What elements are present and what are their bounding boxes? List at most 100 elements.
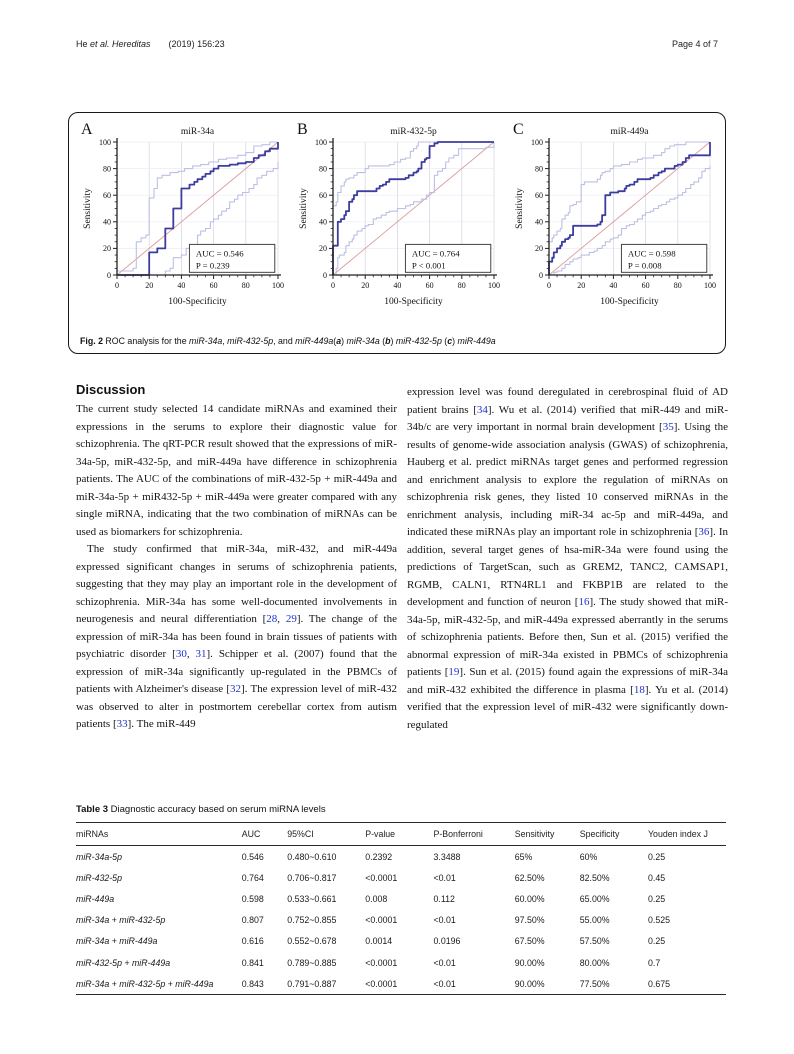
citation-ref[interactable]: 16	[578, 596, 590, 608]
table-row: miR-34a-5p 0.546 0.480~0.610 0.2392 3.3488 65…	[76, 846, 726, 867]
table-row: miR-34a + miR-432-5p + miR-449a 0.843 0.79…	[76, 973, 726, 994]
roc-panel-a: A 0 0 20 20 40 40 60 60 80 80 100 100 miR-34a 100-Spe…	[73, 118, 289, 322]
svg-text:100-Specificity: 100-Specificity	[600, 296, 659, 307]
table-cell: 60%	[579, 851, 598, 862]
citation-ref[interactable]: 19	[448, 666, 460, 678]
table-cell: 0.45	[648, 872, 666, 883]
svg-text:40: 40	[609, 281, 617, 290]
svg-text:60: 60	[642, 281, 650, 290]
svg-text:80: 80	[319, 164, 327, 173]
text-segment: miR-34a	[189, 336, 223, 346]
svg-text:Sensitivity: Sensitivity	[299, 188, 309, 229]
svg-text:0: 0	[107, 271, 111, 280]
table-cell: 0.008	[365, 893, 388, 904]
svg-text:80: 80	[674, 281, 682, 290]
text-segment: (	[379, 336, 386, 346]
figure-2-box: A 0 0 20 20 40 40 60 60 80 80 100 100 miR-34a 100-Spe…	[68, 112, 726, 354]
table-cell: 55.00%	[579, 915, 610, 926]
svg-text:100: 100	[99, 138, 111, 147]
table-cell: miR-34a + miR-449a	[76, 936, 158, 947]
text-segment: ]. Wu et al. (2014) verified that miR-44…	[407, 403, 728, 434]
svg-text:AUC = 0.598: AUC = 0.598	[628, 248, 676, 258]
svg-text:miR-449a: miR-449a	[611, 127, 650, 137]
text-segment: ]. Yu et al. (2014) verified that the ex…	[407, 683, 729, 731]
table-cell: 0.525	[648, 915, 671, 926]
svg-text:100: 100	[272, 281, 284, 290]
table-cell: 97.50%	[514, 915, 545, 926]
paragraph: expression level was found deregulated i…	[407, 384, 728, 734]
svg-text:0: 0	[539, 271, 543, 280]
citation-ref[interactable]: 36	[698, 526, 710, 538]
citation-journal: et al. Hereditas	[90, 39, 151, 49]
text-segment: ]. The change of the expression of miR-3…	[76, 613, 397, 660]
text-segment: miR-449a	[295, 336, 334, 346]
column-header: AUC	[241, 829, 261, 839]
table-caption: Table 3 Diagnostic accuracy based on ser…	[76, 804, 726, 815]
svg-text:100-Specificity: 100-Specificity	[384, 296, 443, 307]
table-cell: 0.25	[648, 936, 666, 947]
svg-text:Sensitivity: Sensitivity	[83, 188, 93, 229]
table-cell: 0.533~0.661	[287, 893, 337, 904]
roc-plot-mir432-5p: 00 20 20 40 40 60 60 80 80 100 100 miR-432-5p 100-Sp…	[299, 127, 500, 307]
text-segment: ,	[186, 648, 196, 660]
citation-ref[interactable]: 31	[195, 648, 207, 660]
table-cell: <0.0001	[365, 872, 398, 883]
column-header: P-value	[365, 829, 396, 839]
text-segment: The current study selected 14 candidate …	[76, 403, 397, 538]
table-row: miR-432-5p + miR-449a 0.841 0.789~0.885 <0.…	[76, 952, 726, 973]
text-segment: (	[333, 336, 337, 346]
citation-ref[interactable]: 28	[266, 613, 278, 625]
citation-ref[interactable]: 29	[285, 613, 297, 625]
panel-letter-c: C	[513, 121, 524, 138]
citation-ref[interactable]: 34	[476, 403, 488, 416]
svg-text:100: 100	[488, 281, 500, 290]
table-label: Table 3	[76, 804, 109, 815]
roc-panels: A 0 0 20 20 40 40 60 60 80 80 100 100 miR-34a 100-Spe…	[69, 113, 725, 322]
text-segment: )	[390, 336, 396, 346]
citation-ref[interactable]: 18	[633, 683, 645, 696]
text-segment: , and	[273, 336, 296, 346]
table-cell: 0.552~0.678	[287, 936, 337, 947]
citation-ref[interactable]: 35	[662, 421, 674, 433]
citation-ref[interactable]: 30	[175, 648, 187, 660]
table-cell: <0.01	[433, 957, 456, 968]
svg-text:60: 60	[426, 281, 434, 290]
svg-text:100: 100	[704, 281, 716, 290]
paragraph: The current study selected 14 candidate …	[76, 401, 397, 541]
text-segment: ]. Schipper et al. (2007) found that the…	[76, 648, 397, 695]
table-cell: 0.2392	[365, 851, 393, 862]
svg-text:20: 20	[319, 244, 327, 253]
table-cell: 90.00%	[514, 957, 545, 968]
citation-ref[interactable]: 33	[116, 718, 128, 730]
table-cell: miR-34a + miR-432-5p	[76, 915, 166, 926]
svg-text:P = 0.239: P = 0.239	[196, 260, 230, 270]
citation-ref[interactable]: 32	[230, 683, 242, 695]
svg-text:20: 20	[535, 244, 543, 253]
svg-text:Sensitivity: Sensitivity	[515, 188, 525, 229]
roc-panel-b: B 0 0 20 20 40 40 60 60 80 80 100 100 miR-432-5p 100-…	[289, 118, 505, 322]
svg-text:0: 0	[115, 281, 119, 290]
roc-plot-mir449a: 00 20 20 40 40 60 60 80 80 100 100 miR-449a 100-Spec…	[515, 127, 716, 307]
table-cell: <0.01	[433, 978, 456, 989]
text-column-left: The current study selected 14 candidate …	[76, 401, 397, 734]
table-cell: 60.00%	[514, 893, 545, 904]
figure-caption: Fig. 2 ROC analysis for the miR-34a, miR…	[80, 336, 715, 346]
svg-text:40: 40	[393, 281, 401, 290]
column-header: Specificity	[579, 829, 620, 839]
svg-text:100: 100	[531, 138, 543, 147]
table-cell: 80.00%	[579, 957, 610, 968]
svg-text:P = 0.008: P = 0.008	[628, 260, 662, 270]
table-cell: miR-34a-5p	[76, 851, 122, 862]
table-cell: 3.3488	[433, 851, 461, 862]
paragraph: The study confirmed that miR-34a, miR-43…	[76, 541, 397, 734]
svg-text:80: 80	[535, 164, 543, 173]
table-cell: miR-34a + miR-432-5p + miR-449a	[76, 978, 214, 989]
table-cell: 65%	[514, 851, 533, 862]
svg-text:0: 0	[331, 281, 335, 290]
table-cell: 0.25	[648, 851, 666, 862]
text-segment: miR-34a	[346, 336, 380, 346]
table-cell: 0.480~0.610	[287, 851, 337, 862]
table-cell: miR-432-5p	[76, 872, 122, 883]
text-segment: ]. Sun et al. (2015) found again the exp…	[407, 666, 728, 696]
text-segment: ]. Using the results of genome-wide asso…	[407, 421, 728, 538]
